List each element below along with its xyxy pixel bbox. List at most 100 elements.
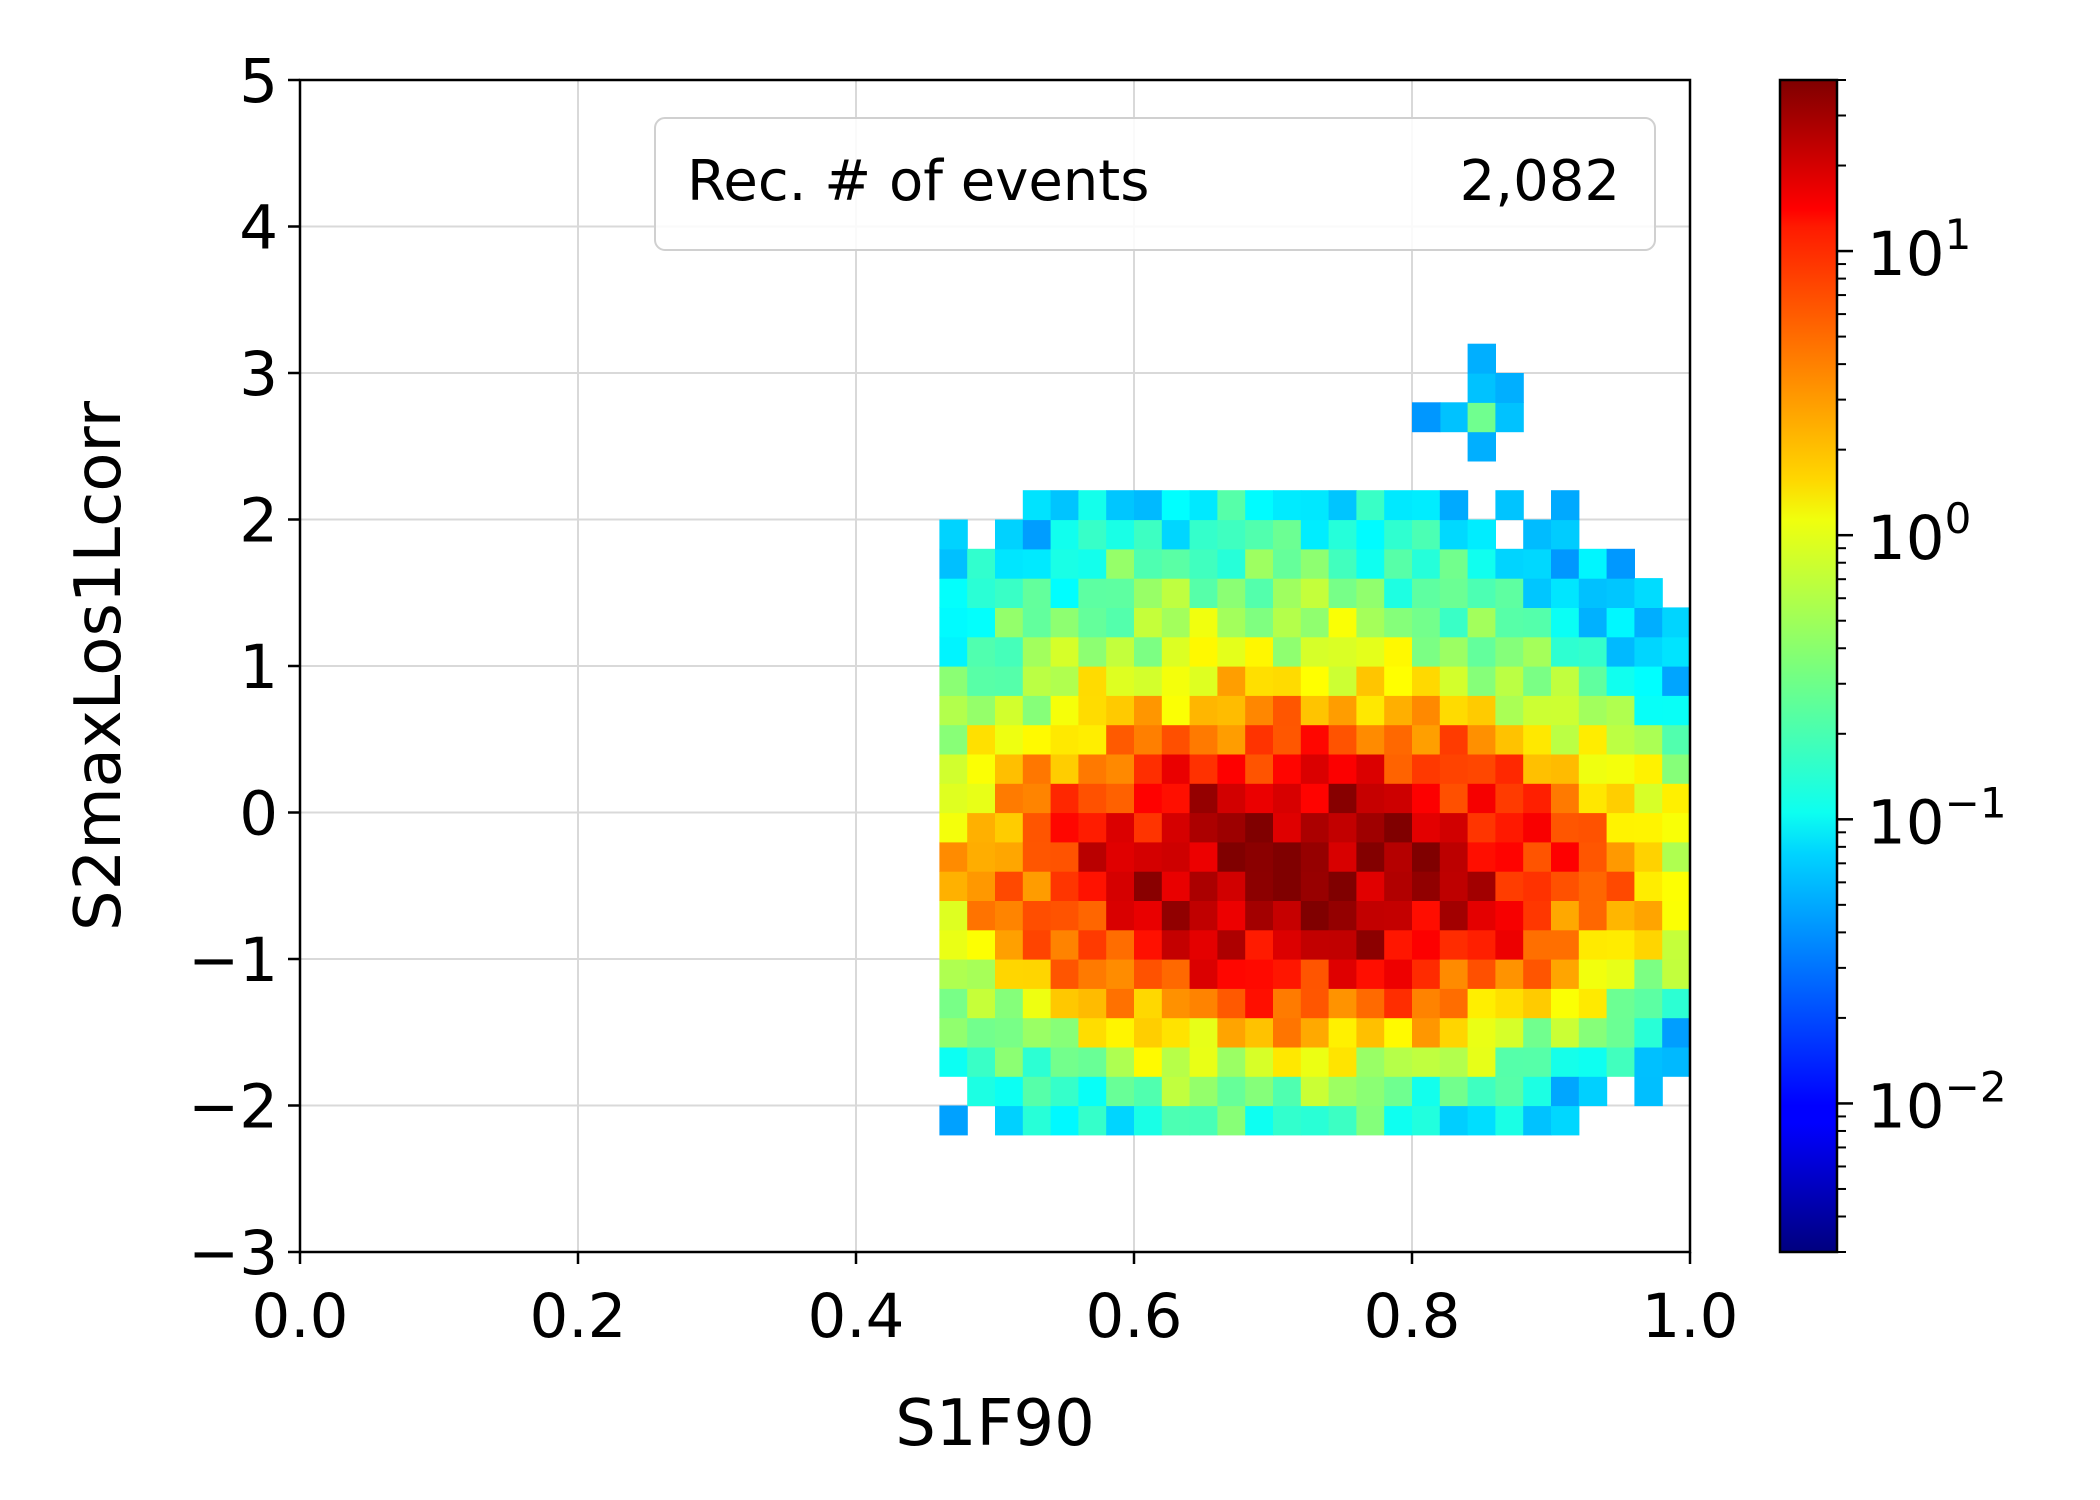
x-axis: 0.0 0.2 0.4 0.6 0.8 1.0 [251, 1252, 1739, 1352]
heatmap-cell [1523, 724, 1552, 755]
heatmap-cell [1356, 900, 1385, 931]
heatmap-cell [1662, 607, 1691, 638]
heatmap-cell [1439, 1017, 1469, 1048]
heatmap-cell [1106, 695, 1135, 726]
heatmap-cell [1273, 490, 1302, 521]
heatmap-cell [1189, 548, 1218, 579]
heatmap-cell [1273, 1076, 1302, 1107]
heatmap-cell [1412, 519, 1441, 550]
heatmap-cell [967, 636, 996, 667]
heatmap-cell [1523, 548, 1552, 579]
heatmap-cell [995, 1046, 1024, 1077]
heatmap-cell [1328, 578, 1357, 608]
heatmap-cell [1134, 812, 1163, 843]
heatmap-cell [1495, 402, 1524, 433]
heatmap-cell [1467, 1105, 1496, 1136]
heatmap-cell [1300, 490, 1330, 521]
heatmap-cell [1300, 695, 1330, 726]
heatmap-cell [1217, 959, 1246, 989]
heatmap-cell [1245, 812, 1274, 843]
heatmap-cell [1662, 929, 1691, 960]
heatmap-cell [1439, 1046, 1469, 1077]
heatmap-cell [1328, 636, 1357, 667]
heatmap-cell [1134, 1105, 1163, 1136]
heatmap-cell [939, 548, 968, 579]
heatmap-cell [1189, 988, 1218, 1019]
heatmap-cell [1189, 695, 1218, 726]
heatmap-cell [1300, 1046, 1330, 1077]
heatmap-cell [1050, 666, 1079, 696]
heatmap-cell [995, 988, 1024, 1019]
heatmap-cell [1161, 1076, 1191, 1107]
heatmap-cell [1634, 841, 1663, 872]
heatmap-cell [1412, 841, 1441, 872]
heatmap-cell [939, 1105, 968, 1136]
heatmap-cell [967, 841, 996, 872]
heatmap-cell [1412, 753, 1441, 784]
heatmap-cell [1161, 724, 1191, 755]
heatmap-cell [1328, 929, 1357, 960]
heatmap-cell [1022, 871, 1052, 901]
heatmap-cell [1439, 959, 1469, 989]
heatmap-cell [995, 607, 1024, 638]
heatmap-cell [1106, 929, 1135, 960]
heatmap-cell [1189, 724, 1218, 755]
legend-value: 2,082 [1460, 149, 1620, 214]
heatmap-cell [1495, 988, 1524, 1019]
heatmap-cell [1384, 490, 1413, 521]
heatmap-cell [1356, 753, 1385, 784]
heatmap-cell [1551, 1076, 1580, 1107]
heatmap-cell [1578, 841, 1608, 872]
heatmap-cell [1161, 578, 1191, 608]
y-tick-label: 0 [239, 779, 278, 850]
heatmap-cell [1634, 1017, 1663, 1048]
heatmap-cell [1578, 636, 1608, 667]
heatmap-cell [967, 578, 996, 608]
heatmap-cell [1606, 783, 1635, 814]
heatmap-cell [1245, 724, 1274, 755]
heatmap-cell [1578, 871, 1608, 901]
heatmap-cell [967, 1076, 996, 1107]
heatmap-cell [1439, 1105, 1469, 1136]
colorbar-tick-label: 10−2 [1867, 1062, 2007, 1142]
heatmap-cell [1134, 695, 1163, 726]
heatmap-cell [1662, 636, 1691, 667]
heatmap-cell [1467, 988, 1496, 1019]
heatmap-cell [1078, 695, 1107, 726]
heatmap-cell [1328, 871, 1357, 901]
heatmap-cell [1050, 900, 1079, 931]
heatmap-cell [1245, 548, 1274, 579]
heatmap-cell [1106, 1105, 1135, 1136]
heatmap-cell [1078, 519, 1107, 550]
heatmap-cell [1412, 724, 1441, 755]
heatmap-cell [1134, 724, 1163, 755]
heatmap-cell [1384, 607, 1413, 638]
heatmap-cell [939, 1017, 968, 1048]
heatmap-cell [1106, 871, 1135, 901]
heatmap-cell [1467, 607, 1496, 638]
heatmap-cell [1134, 548, 1163, 579]
heatmap-cell [1134, 1076, 1163, 1107]
heatmap-cell [1217, 929, 1246, 960]
heatmap-cell [1412, 783, 1441, 814]
heatmap-cell [1189, 841, 1218, 872]
heatmap-cell [1078, 959, 1107, 989]
heatmap-cell [995, 695, 1024, 726]
heatmap-cell [939, 636, 968, 667]
heatmap-cell [1662, 1017, 1691, 1048]
heatmap-cell [1634, 607, 1663, 638]
heatmap-cell [939, 578, 968, 608]
heatmap-cell [1356, 1076, 1385, 1107]
heatmap-cell [1300, 988, 1330, 1019]
heatmap-cell [1217, 783, 1246, 814]
heatmap-cell [1273, 519, 1302, 550]
heatmap-cell [1106, 812, 1135, 843]
heatmap-cell [1217, 607, 1246, 638]
heatmap-cell [995, 841, 1024, 872]
heatmap-cell [1022, 548, 1052, 579]
legend-label: Rec. # of events [687, 149, 1149, 214]
heatmap-cell [1467, 871, 1496, 901]
heatmap-cell [1662, 666, 1691, 696]
heatmap-cell [1356, 607, 1385, 638]
heatmap-cell [1106, 783, 1135, 814]
